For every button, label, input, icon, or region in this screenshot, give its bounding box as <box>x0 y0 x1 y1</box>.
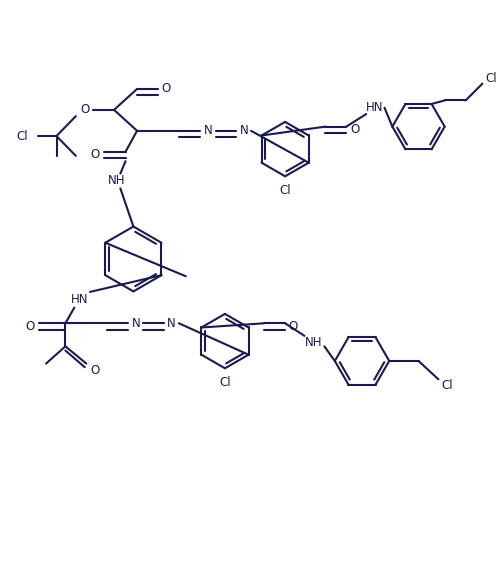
Text: Cl: Cl <box>485 72 497 85</box>
Text: O: O <box>350 123 359 136</box>
Text: O: O <box>162 82 171 95</box>
Text: O: O <box>80 103 89 116</box>
Text: N: N <box>167 317 176 330</box>
Text: HN: HN <box>71 293 88 306</box>
Text: HN: HN <box>366 101 383 114</box>
Text: O: O <box>90 149 100 162</box>
Text: N: N <box>132 317 140 330</box>
Text: O: O <box>288 320 298 333</box>
Text: N: N <box>204 124 213 137</box>
Text: NH: NH <box>305 336 323 349</box>
Text: O: O <box>26 320 35 333</box>
Text: O: O <box>90 364 100 377</box>
Text: Cl: Cl <box>441 379 453 392</box>
Text: Cl: Cl <box>279 184 291 197</box>
Text: NH: NH <box>107 174 125 187</box>
Text: Cl: Cl <box>16 129 28 142</box>
Text: Cl: Cl <box>219 376 231 389</box>
Text: N: N <box>240 124 248 137</box>
